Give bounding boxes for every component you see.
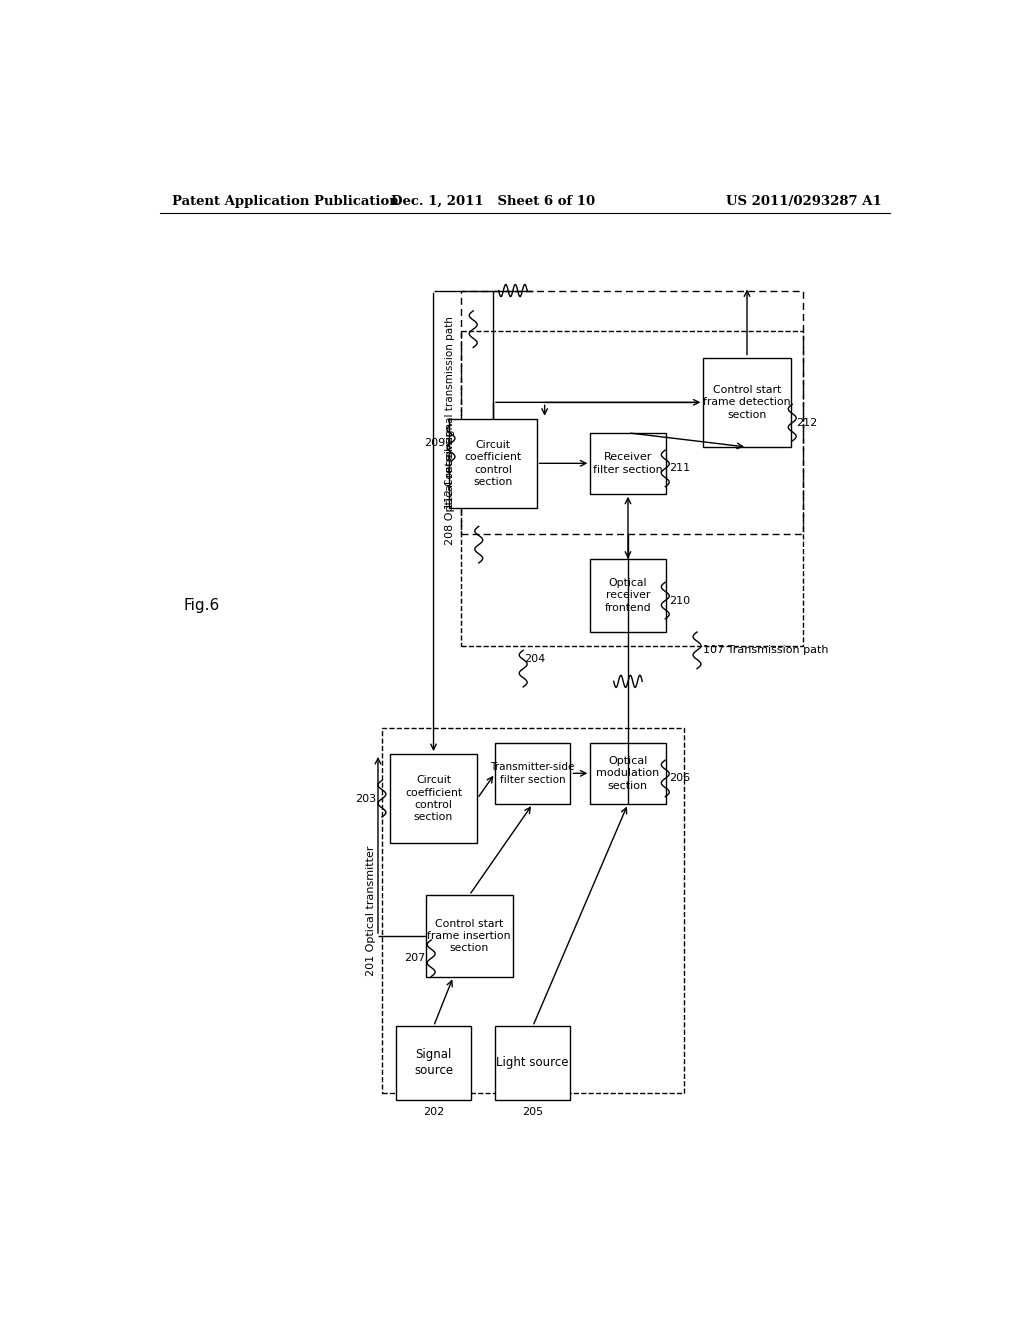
Text: 107 Transmission path: 107 Transmission path xyxy=(703,645,828,655)
Bar xyxy=(590,558,666,632)
Text: Control start
frame insertion
section: Control start frame insertion section xyxy=(427,919,511,953)
Text: Optical
modulation
section: Optical modulation section xyxy=(596,756,659,791)
Text: Circuit
coefficient
control
section: Circuit coefficient control section xyxy=(465,440,521,487)
Text: Signal
source: Signal source xyxy=(414,1048,453,1077)
Text: 211: 211 xyxy=(670,463,690,474)
Bar xyxy=(590,743,666,804)
Bar xyxy=(461,331,803,647)
Text: Receiver
filter section: Receiver filter section xyxy=(593,453,663,474)
Text: 207: 207 xyxy=(404,953,426,964)
Bar xyxy=(703,358,791,447)
Text: US 2011/0293287 A1: US 2011/0293287 A1 xyxy=(726,194,882,207)
Text: 204: 204 xyxy=(524,653,546,664)
Text: Transmitter-side
filter section: Transmitter-side filter section xyxy=(490,762,574,784)
Bar xyxy=(390,754,477,843)
Text: 205: 205 xyxy=(522,1106,544,1117)
Text: Control start
frame detection
section: Control start frame detection section xyxy=(703,385,791,420)
Text: 212: 212 xyxy=(797,417,817,428)
Bar xyxy=(450,418,537,508)
Text: Light source: Light source xyxy=(497,1056,569,1069)
Bar xyxy=(590,433,666,494)
Text: 201 Optical transmitter: 201 Optical transmitter xyxy=(366,845,376,975)
Text: Patent Application Publication: Patent Application Publication xyxy=(172,194,398,207)
Text: 209: 209 xyxy=(424,438,445,447)
Text: Fig.6: Fig.6 xyxy=(183,598,220,612)
Text: 112 Control signal transmission path: 112 Control signal transmission path xyxy=(445,315,455,510)
Text: 202: 202 xyxy=(423,1106,444,1117)
Bar xyxy=(382,727,684,1093)
Bar xyxy=(495,1027,570,1100)
Bar xyxy=(461,290,803,535)
Bar xyxy=(396,1027,471,1100)
Text: 203: 203 xyxy=(355,793,377,804)
Text: 208 Optical receiver: 208 Optical receiver xyxy=(445,432,455,545)
Text: 210: 210 xyxy=(670,595,690,606)
Text: Circuit
coefficient
control
section: Circuit coefficient control section xyxy=(404,775,462,822)
Bar xyxy=(426,895,513,977)
Text: 206: 206 xyxy=(670,774,690,783)
Text: Dec. 1, 2011   Sheet 6 of 10: Dec. 1, 2011 Sheet 6 of 10 xyxy=(391,194,595,207)
Text: Optical
receiver
frontend: Optical receiver frontend xyxy=(604,578,651,612)
Bar xyxy=(495,743,570,804)
